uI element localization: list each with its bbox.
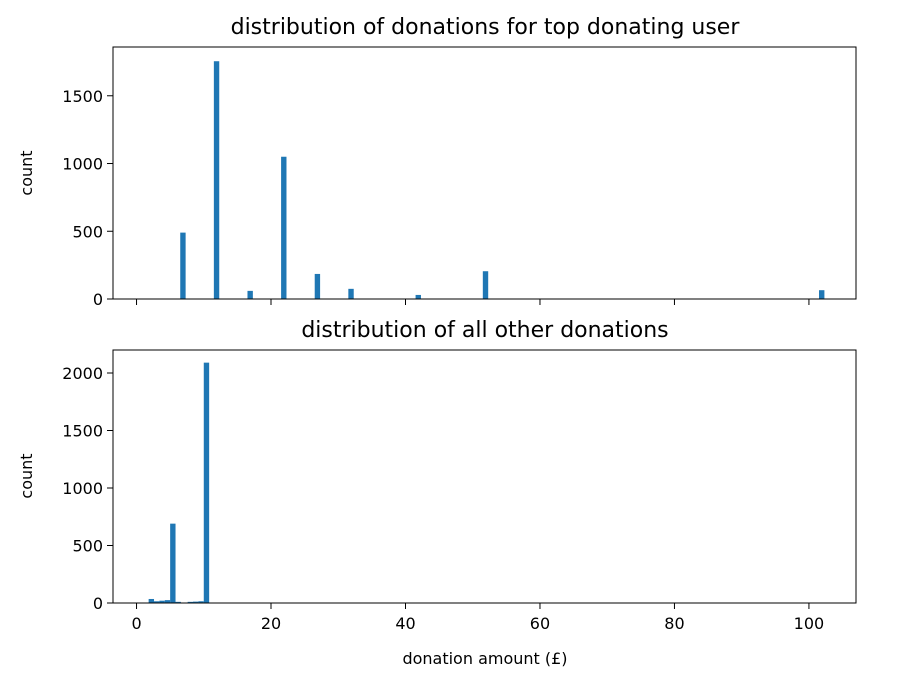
top-chart-ytick-label: 500 bbox=[72, 222, 103, 241]
bottom-chart-bar bbox=[148, 598, 155, 603]
top-chart-bar bbox=[348, 288, 354, 299]
bottom-chart-ytick-label: 2000 bbox=[62, 364, 103, 383]
top-chart-ylabel: count bbox=[17, 150, 36, 195]
bottom-chart-xtick-label: 0 bbox=[131, 614, 141, 633]
top-chart-bar bbox=[482, 271, 489, 299]
bottom-chart-xtick-label: 60 bbox=[530, 614, 550, 633]
bottom-chart: distribution of all other donations 0 500… bbox=[17, 318, 857, 668]
top-chart: distribution of donations for top donati… bbox=[17, 15, 857, 309]
top-chart-frame bbox=[112, 46, 857, 300]
bottom-chart-title: distribution of all other donations bbox=[301, 318, 668, 343]
bottom-chart-bar bbox=[170, 523, 176, 603]
bottom-chart-xtick-label: 80 bbox=[664, 614, 684, 633]
top-chart-plot-area: 0 500 1000 1500 bbox=[62, 61, 825, 309]
top-chart-bar bbox=[415, 294, 421, 299]
bottom-chart-plot-area: 0 500 1000 1500 2000 0 20 40 60 80 100 bbox=[62, 362, 825, 633]
bottom-chart-bar bbox=[203, 362, 210, 603]
bottom-chart-xtick-label: 20 bbox=[261, 614, 281, 633]
bottom-chart-ytick-label: 1500 bbox=[62, 422, 103, 441]
top-chart-bar bbox=[819, 290, 825, 299]
bottom-chart-bar bbox=[154, 601, 160, 603]
top-chart-title: distribution of donations for top donati… bbox=[231, 15, 741, 40]
bottom-chart-bar bbox=[193, 601, 199, 603]
bottom-chart-bar bbox=[187, 601, 194, 603]
top-chart-ytick-label: 0 bbox=[93, 290, 103, 309]
bottom-chart-bar bbox=[159, 600, 165, 603]
top-chart-bar bbox=[281, 156, 287, 299]
bottom-chart-frame bbox=[112, 349, 857, 604]
top-chart-ytick-label: 1000 bbox=[62, 155, 103, 174]
bottom-chart-xtick-label: 40 bbox=[395, 614, 415, 633]
bottom-chart-bar bbox=[175, 601, 181, 603]
bottom-chart-ytick-label: 0 bbox=[93, 594, 103, 613]
top-chart-bar bbox=[180, 232, 186, 299]
bottom-chart-bar bbox=[198, 601, 204, 603]
bottom-chart-ylabel: count bbox=[17, 453, 36, 498]
bottom-chart-ytick-label: 1000 bbox=[62, 479, 103, 498]
top-chart-ytick-label: 1500 bbox=[62, 87, 103, 106]
bottom-chart-xtick-label: 100 bbox=[794, 614, 825, 633]
bottom-chart-ytick-label: 500 bbox=[72, 537, 103, 556]
top-chart-bar bbox=[213, 61, 220, 300]
bottom-chart-xlabel: donation amount (£) bbox=[402, 649, 567, 668]
top-chart-bar bbox=[314, 273, 321, 299]
bottom-chart-bar bbox=[164, 600, 171, 604]
top-chart-bar bbox=[247, 290, 253, 299]
